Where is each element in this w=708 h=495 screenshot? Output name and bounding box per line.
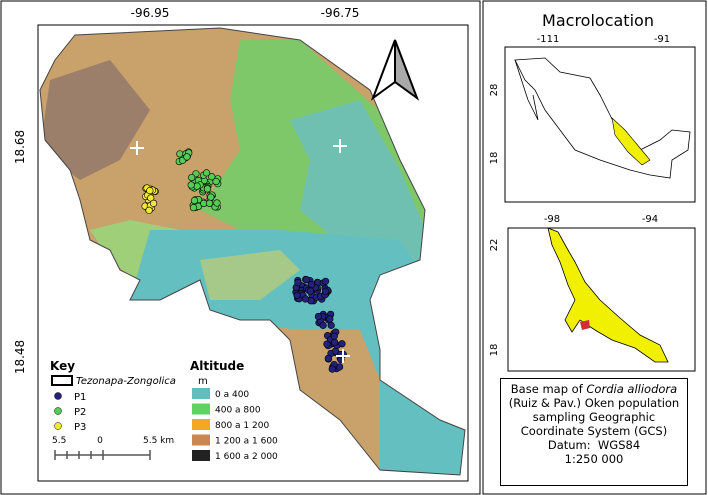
sample-point [190, 196, 199, 205]
key-symbol [54, 392, 62, 400]
side-title: Macrolocation [542, 11, 654, 30]
info-box: Base map of Cordia alliodora (Ruiz & Pav… [500, 378, 688, 486]
main-panel-border [0, 0, 481, 495]
datum: Datum: WGS84 [547, 438, 641, 452]
altitude-swatch [192, 419, 210, 430]
map-scale: 1:250 000 [564, 452, 624, 466]
key-title: Key [50, 359, 75, 373]
veracruz-map [547, 227, 669, 363]
left-coordinate: 18 [489, 344, 500, 357]
scale-label: 5.5 [52, 436, 66, 446]
top-coordinate: -111 [537, 34, 560, 45]
sample-point [150, 199, 158, 207]
sample-point [322, 277, 330, 285]
sample-point [207, 193, 215, 201]
baja-california [514, 59, 539, 121]
key-symbol [54, 422, 62, 430]
sample-point [338, 340, 346, 348]
sample-point [324, 354, 332, 362]
sample-point [330, 332, 338, 340]
left-coordinate: 28 [489, 84, 500, 97]
sample-point [145, 206, 153, 214]
altitude-swatch [192, 450, 210, 461]
sample-point [331, 338, 339, 346]
sample-point [306, 287, 315, 295]
top-coordinate: -94 [642, 214, 658, 225]
sample-point [319, 321, 327, 329]
reference-crosses [130, 139, 350, 363]
scale-bar [54, 450, 151, 460]
sample-point [323, 340, 331, 348]
altitude-label: 1 600 a 2 000 [215, 452, 278, 462]
sample-point [187, 181, 195, 189]
side-panel-border [482, 0, 707, 495]
sample-point [183, 153, 191, 161]
mexico-outline [514, 57, 691, 179]
region-outline [39, 27, 466, 476]
sample-point [205, 199, 214, 207]
sample-point [302, 276, 310, 284]
sample-points [141, 148, 347, 373]
sample-point [327, 321, 335, 329]
sample-point [326, 315, 334, 323]
altitude-swatch [192, 403, 210, 415]
sample-point [189, 204, 198, 212]
sample-point [213, 199, 221, 207]
top-coordinate: -96.75 [321, 6, 360, 20]
altitude-unit: m [198, 376, 208, 387]
sample-point [202, 169, 211, 177]
altitude-swatch [192, 388, 210, 399]
left-coordinate: 18.48 [13, 340, 27, 374]
north-arrow [370, 39, 420, 101]
left-coordinate: 18.68 [13, 130, 27, 164]
sample-point [203, 185, 212, 193]
altitude-label: 0 a 400 [215, 390, 249, 400]
sample-point [188, 173, 196, 182]
altitude-swatch [192, 434, 210, 446]
altitude-label: 800 a 1 200 [215, 421, 269, 431]
altitude-legend: 0 a 400 400 a 800 800 a 1 200 1 200 a 1 600… [192, 388, 278, 462]
sample-point [301, 295, 309, 303]
study-area [580, 320, 590, 330]
key-label: P3 [74, 422, 86, 433]
sample-point [314, 312, 322, 321]
scale-label: 5.5 km [143, 436, 174, 446]
top-coordinate: -96.95 [131, 6, 170, 20]
sample-point [146, 187, 154, 195]
key-label: P1 [74, 392, 86, 403]
altitude-title: Altitude [190, 359, 244, 373]
info-text: (Ruiz & Pav.) Oken population sampling G… [508, 396, 680, 438]
sample-point [328, 365, 336, 373]
left-coordinate: 18 [489, 152, 500, 165]
sample-point [294, 278, 302, 287]
species-name: Cordia alliodora [586, 382, 678, 396]
key-symbol [54, 407, 62, 415]
altitude-label: 400 a 800 [215, 406, 261, 416]
top-coordinate: -98 [544, 214, 560, 225]
sample-point [193, 182, 201, 190]
scale-label: 0 [97, 436, 103, 446]
sample-point [293, 291, 301, 299]
top-coordinate: -91 [654, 34, 670, 45]
key-label: Tezonapa-Zongolica [76, 376, 176, 387]
sample-point [208, 173, 216, 181]
sample-point [212, 177, 220, 186]
key-symbol [51, 375, 73, 386]
key-label: P2 [74, 407, 86, 418]
sample-point [321, 287, 330, 296]
left-coordinate: 22 [489, 239, 500, 252]
veracruz-highlight [611, 117, 651, 166]
altitude-label: 1 200 a 1 600 [215, 437, 278, 447]
state-frame [507, 227, 696, 372]
info-text: Base map of [510, 382, 583, 396]
